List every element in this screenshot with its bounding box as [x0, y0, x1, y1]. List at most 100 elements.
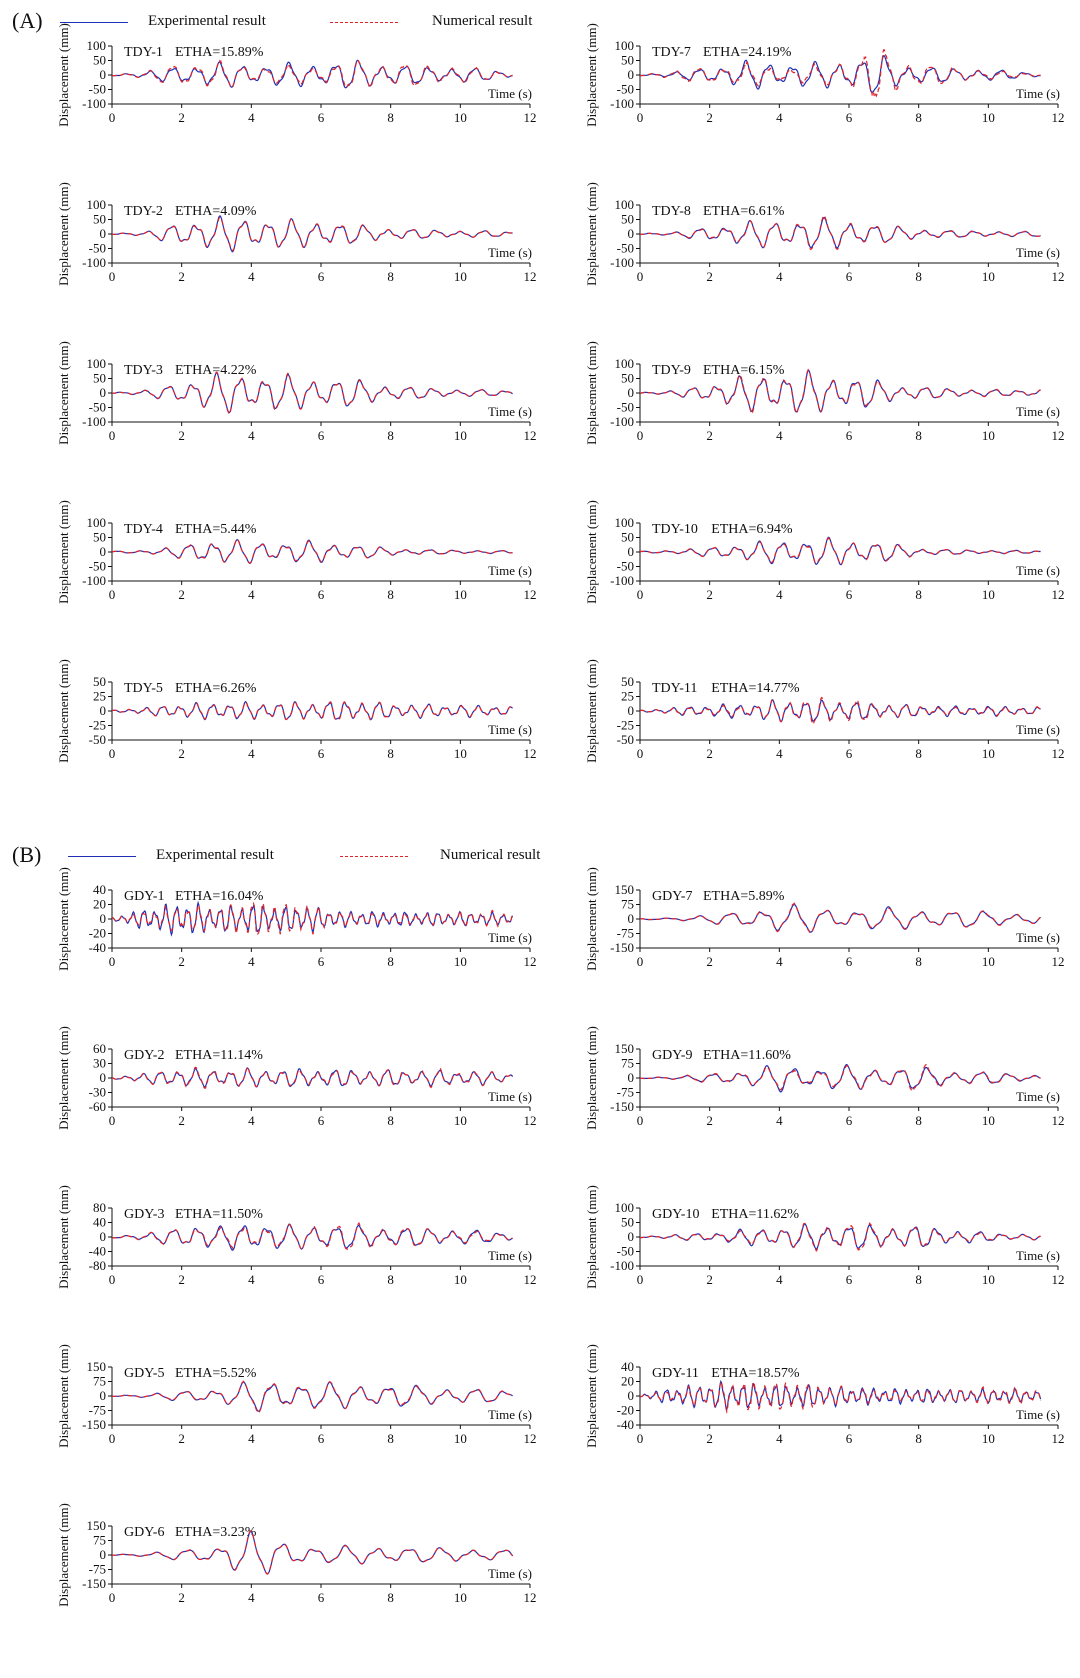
y-tick-label: -50: [617, 400, 634, 415]
series-numerical: [111, 538, 513, 564]
chart-annotation: ETHA=4.09%: [175, 204, 257, 219]
y-tick-label: 0: [100, 1547, 107, 1562]
y-tick-label: 40: [621, 1359, 634, 1374]
chart-annotation: ETHA=6.26%: [175, 681, 257, 696]
y-tick-label: 0: [100, 67, 107, 82]
x-tick-label: 6: [318, 1272, 325, 1287]
y-tick-label: 50: [621, 212, 634, 227]
chart-annotation: ETHA=11.62%: [711, 1207, 799, 1222]
chart-annotation: ETHA=6.94%: [711, 522, 793, 537]
x-tick-label: 10: [982, 1431, 995, 1446]
y-axis-label: Displacement (mm): [56, 1026, 71, 1130]
y-tick-label: 150: [87, 1359, 107, 1374]
x-tick-label: 12: [1052, 746, 1065, 761]
chart-title: GDY-5: [124, 1366, 164, 1381]
section-a-label: (A): [12, 8, 43, 33]
y-tick-label: -75: [89, 1403, 106, 1418]
x-tick-label: 10: [454, 269, 467, 284]
x-tick-label: 6: [318, 1431, 325, 1446]
y-tick-label: 50: [93, 530, 106, 545]
y-axis-label: Displacement (mm): [56, 500, 71, 604]
x-tick-label: 12: [524, 587, 537, 602]
y-tick-label: -50: [89, 400, 106, 415]
y-tick-label: 50: [621, 530, 634, 545]
chart-title: GDY-6: [124, 1525, 164, 1540]
x-tick-label: 8: [387, 1272, 394, 1287]
x-tick-label: 6: [318, 110, 325, 125]
y-tick-label: 50: [93, 674, 106, 689]
x-axis-label: Time (s): [1016, 930, 1060, 945]
x-tick-label: 0: [109, 954, 116, 969]
series-experimental: [112, 1381, 513, 1412]
chart-annotation: ETHA=16.04%: [175, 889, 264, 904]
y-axis-label: Displacement (mm): [56, 23, 71, 127]
x-tick-label: 0: [109, 746, 116, 761]
series-numerical: [112, 371, 513, 415]
chart-annotation: ETHA=18.57%: [711, 1366, 800, 1381]
x-tick-label: 8: [915, 1431, 922, 1446]
x-tick-label: 4: [248, 746, 255, 761]
chart-annotation: ETHA=3.23%: [175, 1525, 257, 1540]
x-tick-label: 6: [846, 587, 853, 602]
x-axis-label: Time (s): [1016, 563, 1060, 578]
series-experimental: [112, 1530, 514, 1575]
x-tick-label: 12: [1052, 587, 1065, 602]
y-tick-label: 0: [100, 1229, 107, 1244]
x-tick-label: 2: [706, 428, 713, 443]
y-tick-label: -150: [610, 1099, 634, 1114]
chart-title: TDY-5: [124, 681, 163, 696]
x-tick-label: 4: [248, 269, 255, 284]
x-tick-label: 0: [637, 587, 644, 602]
y-tick-label: 0: [100, 226, 107, 241]
x-tick-label: 4: [248, 428, 255, 443]
y-tick-label: 0: [628, 1229, 635, 1244]
series-experimental: [639, 1063, 1041, 1093]
x-tick-label: 6: [846, 428, 853, 443]
y-tick-label: -40: [89, 1244, 106, 1259]
y-tick-label: -75: [617, 926, 634, 941]
x-tick-label: 6: [846, 269, 853, 284]
series-experimental: [639, 536, 1041, 566]
y-axis-label: Displacement (mm): [56, 659, 71, 763]
x-axis-label: Time (s): [488, 1566, 532, 1581]
x-tick-label: 6: [318, 746, 325, 761]
series-numerical: [640, 214, 1041, 251]
y-tick-label: -40: [617, 1417, 634, 1432]
x-tick-label: 8: [387, 1113, 394, 1128]
x-tick-label: 10: [454, 746, 467, 761]
series-numerical: [639, 1063, 1041, 1093]
x-tick-label: 0: [109, 428, 116, 443]
x-tick-label: 0: [637, 954, 644, 969]
y-tick-label: 50: [621, 53, 634, 68]
x-tick-label: 2: [706, 1431, 713, 1446]
y-tick-label: -75: [617, 1085, 634, 1100]
x-tick-label: 12: [1052, 110, 1065, 125]
x-axis-label: Time (s): [488, 722, 532, 737]
y-tick-label: 25: [621, 689, 634, 704]
x-tick-label: 10: [454, 954, 467, 969]
y-axis-label: Displacement (mm): [56, 867, 71, 971]
x-axis-label: Time (s): [488, 1089, 532, 1104]
x-tick-label: 2: [178, 1272, 185, 1287]
x-tick-label: 10: [454, 1431, 467, 1446]
chart-title: GDY-9: [652, 1048, 692, 1063]
y-tick-label: -50: [617, 732, 634, 747]
legend-experimental-swatch: [60, 22, 128, 23]
y-tick-label: 0: [628, 1388, 635, 1403]
series-numerical: [639, 368, 1041, 415]
x-tick-label: 8: [387, 746, 394, 761]
legend-experimental-label: Experimental result: [148, 13, 266, 29]
chart-annotation: ETHA=11.60%: [703, 1048, 791, 1063]
y-tick-label: 100: [87, 515, 107, 530]
y-tick-label: -75: [89, 1562, 106, 1577]
x-tick-label: 4: [776, 746, 783, 761]
series-numerical: [111, 1221, 513, 1251]
chart-annotation: ETHA=14.77%: [711, 681, 800, 696]
